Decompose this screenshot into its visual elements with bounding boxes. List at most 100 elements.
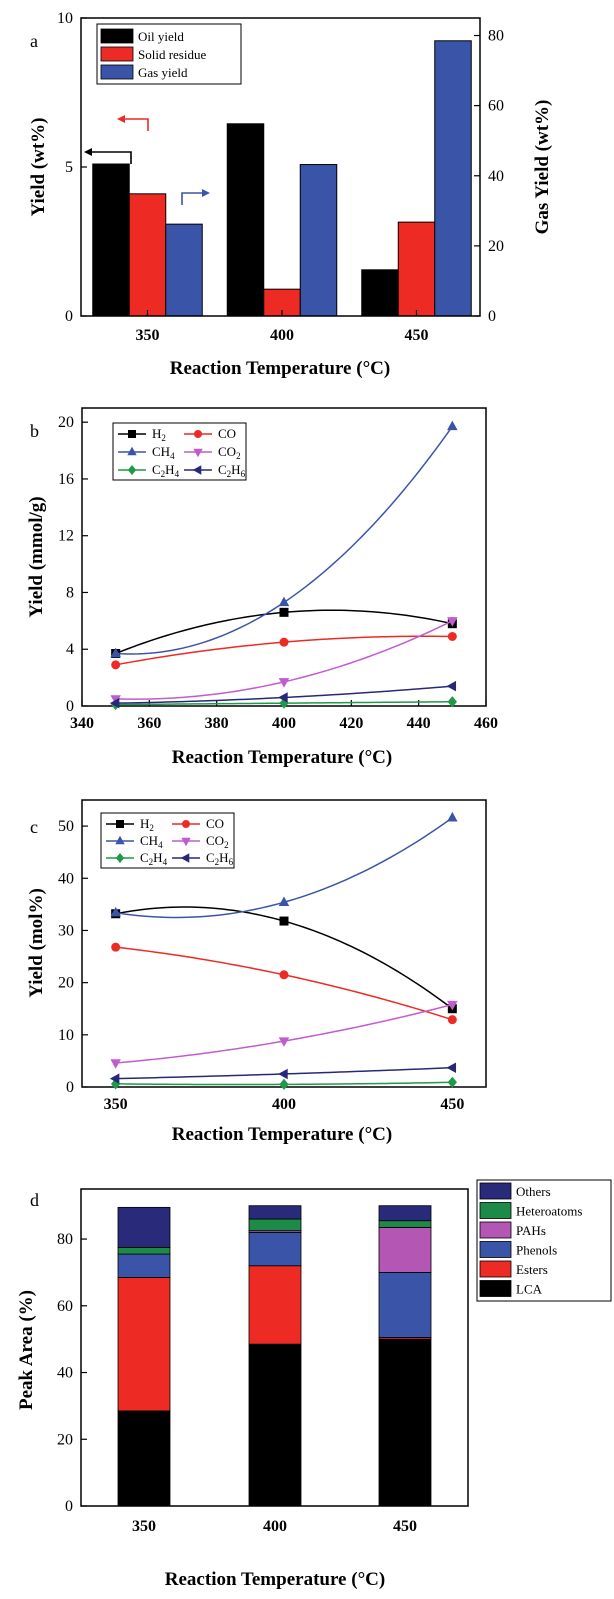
y-axis-title: Yield (mmol/g) [26, 496, 47, 617]
stacked-bar-esters-400 [248, 1265, 302, 1345]
legend-marker-co2 [193, 448, 203, 458]
legend-marker-co [182, 820, 190, 828]
stacked-bar-others-400 [248, 1205, 302, 1220]
x-axis-title: Reaction Temperature (°C) [172, 747, 392, 768]
data-point-c2h6-350 [109, 1073, 120, 1084]
stacked-bar-phenols-350 [117, 1253, 171, 1278]
series-line-co2 [115, 1003, 453, 1064]
data-point-c2h6-400 [278, 692, 288, 703]
legend-swatch [479, 1202, 512, 1219]
x-tick-label: 400 [272, 1096, 296, 1113]
y-tick-label: 10 [58, 1027, 74, 1044]
panel-a-oil-solid-gas-yield: 0 5 10 0 20 40 60 80 350 400 450 Reaction Temperatu… [28, 10, 553, 379]
data-point-c2h6-350 [109, 697, 120, 709]
legend-label: LCA [516, 1282, 543, 1297]
bar-solid-residue-350 [128, 193, 167, 317]
series-line-co [115, 946, 453, 1021]
y-tick-label: 50 [58, 818, 74, 835]
bar-gas-yield-450 [434, 40, 472, 317]
data-point-ch4-450 [447, 420, 458, 431]
x-tick-label: 440 [407, 715, 431, 732]
legend-swatch [479, 1280, 512, 1297]
x-tick-label: 350 [104, 1096, 128, 1113]
legend-label-co2: CO2 [218, 444, 241, 461]
data-point-ch4-350 [110, 647, 121, 658]
right-axis-arrow-blue [181, 192, 203, 205]
y-tick-label: 0 [66, 698, 74, 715]
y2-tick-label: 0 [488, 308, 496, 325]
legend-marker-co [194, 430, 202, 438]
x-tick-label: 350 [132, 1518, 156, 1535]
panel-b-gas-yield-mmol: 340 360 380 400 420 440 460 0 4 8 12 16 20 Reaction T… [26, 407, 498, 768]
legend-marker-ch4 [127, 446, 137, 456]
x-tick-label: 380 [205, 715, 229, 732]
data-point-co2-400 [278, 678, 290, 688]
bar-gas-yield-400 [299, 164, 338, 317]
bar-oil-yield-450 [361, 269, 399, 317]
y-tick-label: 20 [58, 414, 74, 431]
left-axis-arrowhead-red [117, 115, 125, 123]
left-axis-arrow-red [123, 118, 149, 131]
legend-marker-c2h4 [127, 465, 137, 475]
y2-tick-label: 40 [488, 168, 504, 185]
data-point-c2h6-400 [278, 1068, 288, 1080]
legend-swatch [100, 64, 134, 80]
legend-label-ch4: CH4 [152, 444, 175, 461]
x-tick-label: 400 [263, 1518, 287, 1535]
x-tick-label: 450 [393, 1518, 417, 1535]
stacked-bar-heteroatoms-450 [378, 1220, 432, 1228]
y-tick-label: 4 [66, 641, 74, 658]
data-point-co2-400 [278, 1037, 290, 1047]
x-tick-label: 340 [70, 715, 94, 732]
y-tick-label: 16 [58, 471, 74, 488]
stacked-bar-esters-350 [117, 1277, 171, 1412]
data-point-c2h4-450 [447, 696, 457, 708]
y-tick-label: 12 [58, 528, 74, 545]
legend-swatch [479, 1182, 512, 1200]
panel-label: c [30, 817, 38, 837]
data-point-c2h6-450 [446, 1062, 457, 1073]
data-point-ch4-400 [278, 896, 290, 906]
data-point-co-400 [279, 637, 289, 647]
legend-swatch [479, 1241, 512, 1258]
data-point-co-450 [447, 1015, 457, 1025]
legend-marker-co2 [181, 837, 191, 847]
panel-label: d [30, 1190, 39, 1210]
y-tick-label: 80 [57, 1231, 73, 1248]
y-tick-label: 40 [58, 870, 74, 887]
legend-label-co: CO [206, 816, 224, 831]
stacked-bar-pahs-450 [378, 1226, 432, 1273]
legend-label-c2h4: C2H4 [152, 462, 180, 479]
left-axis-arrowhead-black [84, 148, 92, 156]
legend-swatch [100, 28, 134, 44]
legend-label-c2h6: C2H6 [206, 850, 234, 867]
data-point-co-450 [447, 631, 457, 641]
stacked-bar-phenols-400 [248, 1231, 302, 1267]
data-point-ch4-400 [278, 596, 290, 607]
y-tick-label: 40 [57, 1365, 73, 1382]
data-point-h2-400 [279, 916, 289, 926]
y-tick-label: 10 [57, 10, 73, 27]
x-tick-label: 450 [440, 1096, 464, 1113]
data-point-co2-450 [447, 617, 458, 627]
stacked-bar-others-350 [117, 1206, 171, 1248]
y-axis-title: Yield (mol%) [26, 888, 47, 998]
legend-label-co: CO [218, 426, 236, 441]
legend-swatch [479, 1260, 512, 1278]
y2-tick-label: 60 [488, 98, 504, 115]
data-point-co2-450 [447, 1000, 458, 1011]
x-tick-label: 400 [270, 327, 294, 344]
legend-label-h2: H2 [152, 426, 166, 443]
y-tick-label: 20 [57, 1431, 73, 1448]
data-point-co-350 [111, 660, 121, 670]
x-axis-title: Reaction Temperature (°C) [170, 358, 390, 379]
legend-label: PAHs [516, 1223, 546, 1238]
x-axis-title: Reaction Temperature (°C) [172, 1124, 392, 1145]
y-tick-label: 0 [65, 308, 73, 325]
legend-marker-c2h6 [192, 465, 202, 475]
stacked-bar-lca-350 [117, 1410, 171, 1507]
legend-label: Oil yield [138, 29, 184, 44]
legend-label: Others [516, 1184, 551, 1199]
data-point-co-400 [279, 970, 289, 980]
